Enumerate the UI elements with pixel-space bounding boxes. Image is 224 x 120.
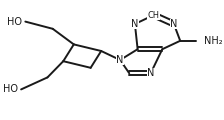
- Text: HO: HO: [3, 84, 18, 94]
- Text: N: N: [116, 55, 124, 65]
- Text: N: N: [131, 19, 139, 29]
- Text: N: N: [147, 68, 154, 78]
- Text: CH: CH: [148, 11, 160, 19]
- Text: N: N: [131, 19, 139, 29]
- Text: N: N: [170, 19, 178, 29]
- Text: NH₂: NH₂: [204, 36, 223, 46]
- Text: HO: HO: [7, 17, 22, 27]
